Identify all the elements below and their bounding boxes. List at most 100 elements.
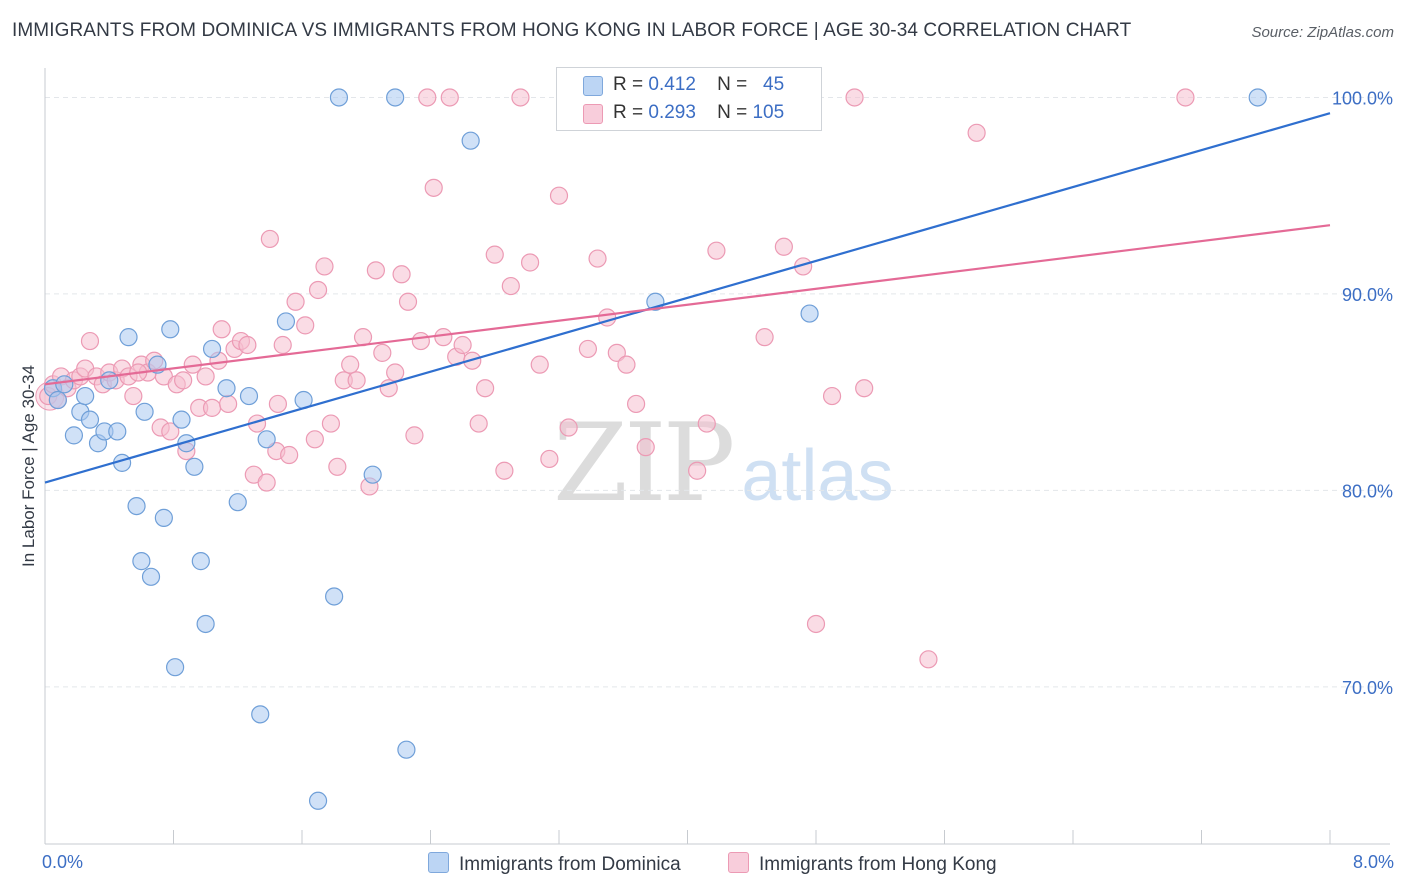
trend-line-dominica bbox=[44, 112, 1331, 484]
data-point-hong-kong bbox=[321, 414, 341, 433]
data-point-dominica bbox=[276, 312, 296, 331]
data-point-dominica bbox=[191, 552, 210, 571]
data-point-hong-kong bbox=[341, 355, 360, 374]
data-point-dominica bbox=[172, 410, 191, 429]
data-point-hong-kong bbox=[636, 438, 655, 457]
data-point-hong-kong bbox=[174, 371, 193, 390]
data-point-dominica bbox=[141, 567, 161, 586]
legend-n-label: N = bbox=[717, 102, 748, 123]
data-point-dominica bbox=[154, 508, 173, 527]
data-point-dominica bbox=[80, 410, 100, 429]
legend-n-label: N = bbox=[717, 74, 748, 95]
data-point-dominica bbox=[228, 493, 247, 512]
source-credit: Source: ZipAtlas.com bbox=[1251, 24, 1394, 41]
data-point-hong-kong bbox=[626, 394, 646, 414]
data-point-hong-kong bbox=[607, 343, 626, 362]
data-point-hong-kong bbox=[588, 249, 607, 268]
data-point-hong-kong bbox=[530, 355, 549, 374]
data-point-hong-kong bbox=[806, 614, 826, 634]
data-point-hong-kong bbox=[967, 123, 986, 142]
data-point-hong-kong bbox=[238, 335, 257, 355]
data-point-hong-kong bbox=[559, 418, 578, 437]
legend-swatch-pink bbox=[583, 104, 603, 124]
data-point-hong-kong bbox=[286, 292, 305, 311]
data-point-hong-kong bbox=[202, 398, 222, 417]
bottom-legend-label: Immigrants from Hong Kong bbox=[759, 854, 997, 875]
data-point-hong-kong bbox=[328, 457, 347, 476]
data-point-hong-kong bbox=[260, 229, 279, 249]
data-point-hong-kong bbox=[424, 178, 443, 197]
data-point-hong-kong bbox=[707, 241, 726, 260]
data-point-hong-kong bbox=[617, 355, 636, 374]
data-point-hong-kong bbox=[305, 430, 324, 449]
bottom-legend-swatch-blue bbox=[428, 852, 449, 873]
data-point-hong-kong bbox=[124, 386, 143, 406]
trend-line-hong-kong bbox=[44, 224, 1331, 386]
legend-r-label: R = bbox=[613, 74, 644, 95]
legend-r-label: R = bbox=[613, 102, 644, 123]
data-point-dominica bbox=[132, 552, 151, 571]
y-tick-label: 70.0% bbox=[1342, 678, 1393, 698]
data-point-hong-kong bbox=[308, 280, 328, 300]
y-tick-label: 90.0% bbox=[1342, 285, 1393, 305]
data-point-hong-kong bbox=[495, 461, 514, 480]
data-point-hong-kong bbox=[411, 331, 430, 351]
data-point-dominica bbox=[119, 328, 138, 347]
bottom-legend-label: Immigrants from Dominica bbox=[459, 854, 681, 875]
data-point-hong-kong bbox=[398, 292, 418, 311]
data-point-hong-kong bbox=[80, 331, 100, 351]
series-hong-kong-points bbox=[35, 88, 1195, 669]
data-point-dominica bbox=[135, 402, 154, 421]
data-point-dominica bbox=[1248, 88, 1267, 107]
data-point-dominica bbox=[239, 386, 259, 406]
data-point-dominica bbox=[48, 390, 67, 410]
data-point-dominica bbox=[100, 371, 119, 390]
x-tick-label-min: 0.0% bbox=[42, 852, 84, 872]
gridlines bbox=[45, 96, 1390, 688]
data-point-dominica bbox=[800, 304, 819, 323]
data-point-hong-kong bbox=[755, 328, 774, 347]
data-point-hong-kong bbox=[373, 343, 392, 362]
axes bbox=[44, 68, 1390, 845]
data-point-hong-kong bbox=[268, 394, 288, 414]
y-axis-label: In Labor Force | Age 30-34 bbox=[19, 365, 38, 567]
data-point-dominica bbox=[127, 496, 146, 516]
legend-swatch-blue bbox=[583, 76, 603, 96]
data-point-dominica bbox=[202, 339, 222, 359]
data-point-hong-kong bbox=[469, 414, 488, 433]
watermark-atlas: atlas bbox=[741, 436, 894, 516]
data-point-hong-kong bbox=[392, 265, 411, 284]
data-point-hong-kong bbox=[919, 650, 938, 669]
data-point-hong-kong bbox=[386, 363, 405, 382]
legend-n-value: 45 bbox=[763, 74, 785, 95]
data-point-dominica bbox=[76, 386, 95, 406]
x-tick-label-max: 8.0% bbox=[1352, 852, 1394, 872]
y-tick-labels: 70.0% 80.0% 90.0% 100.0% bbox=[1332, 88, 1393, 697]
data-point-dominica bbox=[217, 379, 236, 398]
stats-legend: R = 0.412 N = 45 R = 0.293 N = 105 bbox=[556, 67, 822, 131]
data-point-hong-kong bbox=[511, 88, 530, 107]
data-point-hong-kong bbox=[697, 414, 716, 433]
data-point-hong-kong bbox=[855, 379, 874, 398]
data-point-hong-kong bbox=[405, 426, 424, 445]
data-point-dominica bbox=[251, 705, 270, 724]
data-point-hong-kong bbox=[540, 449, 559, 469]
data-point-hong-kong bbox=[845, 88, 864, 107]
data-point-hong-kong bbox=[822, 386, 842, 406]
data-point-hong-kong bbox=[257, 473, 276, 492]
data-point-hong-kong bbox=[520, 253, 540, 272]
y-tick-label: 100.0% bbox=[1332, 88, 1393, 108]
y-tick-label: 80.0% bbox=[1342, 481, 1393, 501]
data-point-hong-kong bbox=[1176, 88, 1195, 107]
data-point-dominica bbox=[397, 740, 416, 759]
chart-title: IMMIGRANTS FROM DOMINICA VS IMMIGRANTS F… bbox=[12, 20, 1132, 41]
legend-r-value: 0.293 bbox=[648, 102, 696, 123]
data-point-hong-kong bbox=[549, 186, 569, 205]
data-point-hong-kong bbox=[434, 328, 453, 347]
data-point-hong-kong bbox=[196, 367, 215, 386]
data-point-hong-kong bbox=[347, 371, 366, 390]
data-point-dominica bbox=[196, 614, 215, 634]
data-point-hong-kong bbox=[774, 237, 793, 256]
data-point-dominica bbox=[55, 375, 74, 394]
data-point-hong-kong bbox=[296, 316, 315, 335]
